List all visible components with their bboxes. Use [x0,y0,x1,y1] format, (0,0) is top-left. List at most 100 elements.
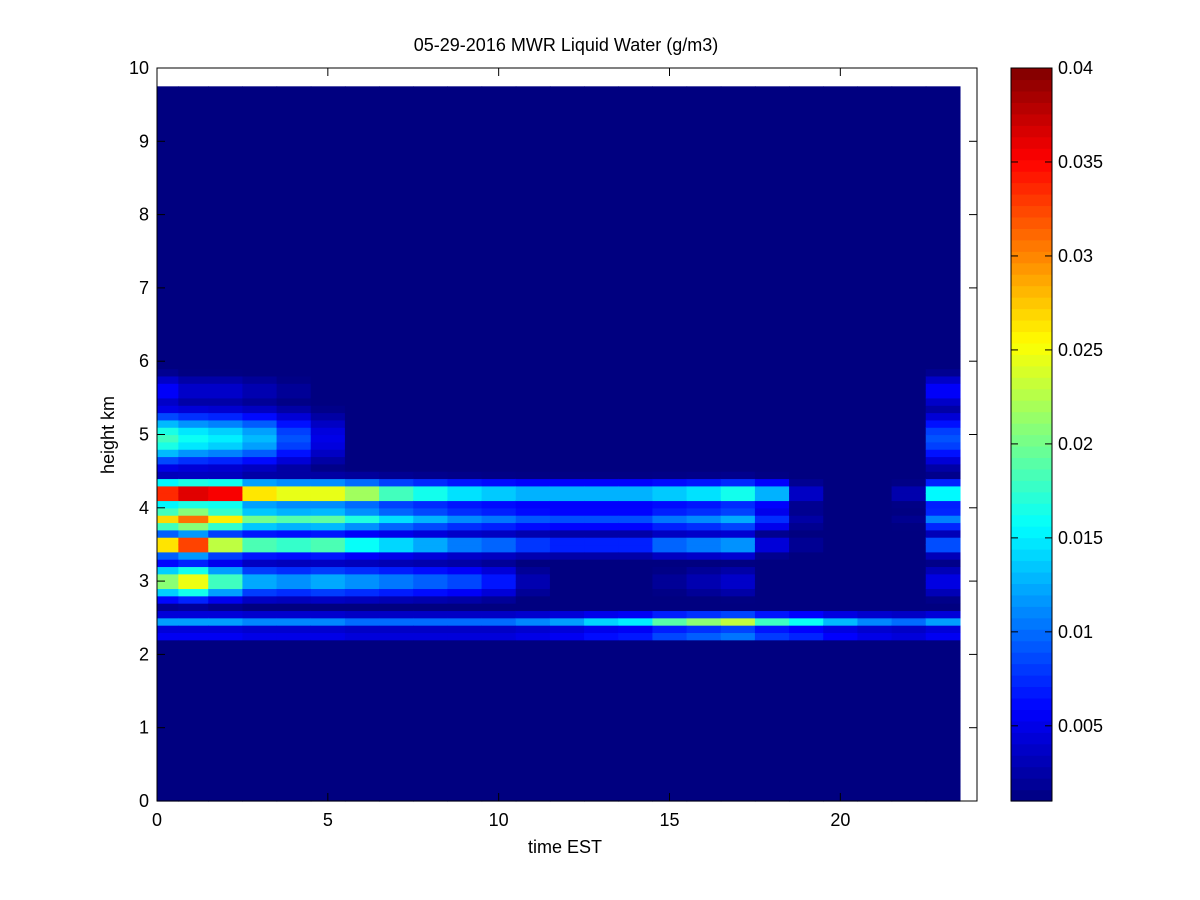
heatmap-cell [618,595,654,604]
heatmap-cell [242,522,278,531]
heatmap-cell [310,346,346,355]
heatmap-cell [823,155,859,164]
heatmap-cell [549,749,585,758]
heatmap-cell [344,493,380,502]
heatmap-cell [823,735,859,743]
heatmap-cell [276,522,312,531]
heatmap-cell [584,148,619,157]
heatmap-cell [344,273,380,282]
heatmap-cell [276,148,312,157]
heatmap-cell [208,405,244,414]
heatmap-cell [276,647,312,655]
colorbar-band [1011,251,1052,264]
heatmap-cell [823,295,859,304]
heatmap-cell [242,749,278,758]
heatmap-cell [789,500,824,509]
heatmap-cell [720,493,756,502]
heatmap-cell [310,97,346,106]
heatmap-cell [789,251,824,260]
heatmap-cell [310,639,346,648]
heatmap-cell [652,581,688,590]
heatmap-cell [925,515,961,524]
heatmap-cell [413,412,449,421]
heatmap-cell [686,779,722,787]
heatmap-cell [447,133,483,142]
heatmap-cell [754,287,790,296]
heatmap-cell [549,207,585,216]
heatmap-cell [310,119,346,128]
heatmap-cell [891,749,927,758]
heatmap-cell [720,720,756,729]
heatmap-cell [720,251,756,260]
heatmap-cell [823,537,859,546]
heatmap-cell [584,126,619,135]
heatmap-cell [618,273,654,282]
heatmap-cell [618,742,654,751]
heatmap-cell [447,375,483,384]
heatmap-cell [618,463,654,472]
heatmap-cell [276,581,312,590]
heatmap-cell [208,500,244,509]
heatmap-cell [242,669,278,677]
colorbar-band [1011,480,1052,493]
heatmap-cell [447,317,483,326]
heatmap-cell [447,214,483,223]
heatmap-cell [276,302,312,311]
heatmap-cell [178,537,209,546]
heatmap-cell [157,647,179,655]
heatmap-cell [310,485,346,494]
heatmap-cell [242,221,278,230]
heatmap-cell [344,595,380,604]
heatmap-cell [481,331,517,340]
heatmap-cell [178,786,209,795]
heatmap-cell [857,309,893,318]
heatmap-cell [754,595,790,604]
heatmap-cell [208,251,244,260]
heatmap-cell [686,507,722,516]
heatmap-cell [686,141,722,150]
heatmap-cell [379,647,414,655]
heatmap-cell [823,375,859,384]
heatmap-cell [310,155,346,164]
heatmap-cell [242,793,278,802]
heatmap-cell [857,661,893,670]
heatmap-cell [789,456,824,465]
heatmap-cell [686,309,722,318]
heatmap-cell [686,199,722,208]
y-tick-label: 7 [139,278,149,298]
heatmap-cell [618,654,654,663]
heatmap-cell [379,89,414,98]
heatmap-cell [686,346,722,355]
heatmap-cell [925,119,961,128]
heatmap-cell [549,324,585,333]
heatmap-cell [481,302,517,311]
heatmap-cell [344,727,380,736]
heatmap-cell [157,507,179,516]
heatmap-cell [686,353,722,362]
heatmap-cell [720,111,756,120]
heatmap-cell [515,537,551,546]
heatmap-cell [618,412,654,421]
heatmap-cell [857,265,893,274]
heatmap-cell [481,229,517,238]
heatmap-cell [584,185,619,194]
heatmap-cell [789,691,824,699]
heatmap-cell [720,566,756,575]
heatmap-cell [157,639,179,648]
heatmap-cell [857,617,893,626]
heatmap-cell [652,705,688,714]
heatmap-cell [754,111,790,120]
heatmap-cell [515,515,551,524]
heatmap-cell [379,544,414,553]
heatmap-cell [720,727,756,736]
heatmap-cell [891,141,927,150]
heatmap-cell [925,207,961,216]
heatmap-cell [344,229,380,238]
heatmap-cell [925,566,961,575]
heatmap-cell [178,529,209,538]
heatmap-cell [447,302,483,311]
heatmap-cell [242,309,278,318]
heatmap-cell [276,632,312,641]
heatmap-cell [310,551,346,560]
heatmap-cell [652,632,688,641]
